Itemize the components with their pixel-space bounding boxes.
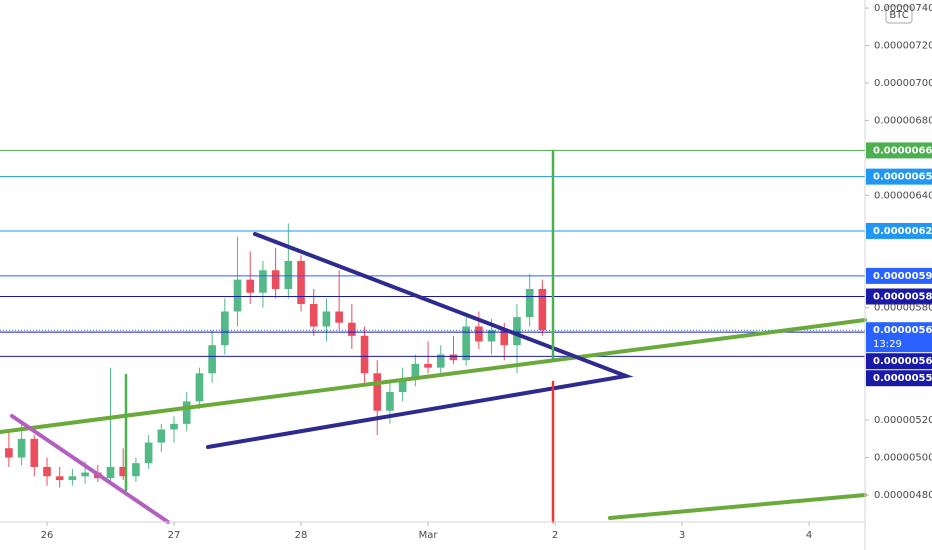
candle-body <box>259 270 267 293</box>
candle-body <box>513 317 521 346</box>
y-tick-label: 0.00000580 <box>874 303 932 314</box>
candle-body <box>538 289 547 331</box>
trend-line <box>608 493 867 520</box>
candle-body <box>386 392 394 411</box>
candle-body <box>30 438 39 467</box>
candle-body <box>360 335 369 374</box>
candle-body <box>271 270 280 290</box>
y-tick-label: 0.00000520 <box>874 415 932 426</box>
candle-body <box>195 373 204 402</box>
price-tag-label: 0.00000567 <box>873 356 932 367</box>
candle-body <box>284 260 293 290</box>
trend-line <box>0 318 867 434</box>
candle-body <box>119 466 128 477</box>
candle-body <box>233 279 242 312</box>
candle-body <box>182 401 191 424</box>
candle-body <box>500 330 509 346</box>
price-tag-label: 0.00000586 <box>873 291 932 302</box>
candle-body <box>348 322 356 336</box>
countdown: 13:29 <box>873 339 902 350</box>
x-tick-label: Mar <box>419 530 439 541</box>
candle-body <box>17 438 26 458</box>
candle-body <box>208 345 216 374</box>
candle-body <box>221 311 229 346</box>
candle-body <box>55 476 64 481</box>
candle-body <box>246 279 255 293</box>
candle-body <box>106 466 115 479</box>
candle-body <box>132 463 140 477</box>
candle-body <box>68 476 77 481</box>
candle-body <box>157 429 166 443</box>
price-tag <box>866 142 932 159</box>
y-tick-label: 0.00000700 <box>874 78 932 89</box>
y-tick-label: 0.00000720 <box>874 41 932 52</box>
candle-body <box>411 363 420 379</box>
y-tick-label: 0.00000480 <box>874 490 932 501</box>
candle-body <box>475 326 483 342</box>
price-tag-label: 0.00000621 <box>873 226 932 237</box>
candle-body <box>487 330 496 342</box>
y-tick-label: 0.00000500 <box>874 453 932 464</box>
price-tag <box>866 370 932 387</box>
candle-body <box>297 260 305 304</box>
y-tick-label: 0.00000680 <box>874 115 932 126</box>
x-tick-label: 4 <box>806 530 812 541</box>
x-tick-label: 2 <box>552 530 558 541</box>
candle-body <box>424 363 432 368</box>
x-tick-label: 27 <box>168 530 181 541</box>
candle-body <box>335 311 343 323</box>
candle-body <box>398 378 407 393</box>
price-tag <box>866 353 932 370</box>
trend-line <box>10 414 170 524</box>
y-tick-label: 0.00000740 <box>874 3 932 14</box>
y-tick-label: 0.00000640 <box>874 190 932 201</box>
price-tag-label: 0.00000554 <box>873 373 932 384</box>
candle-body <box>309 303 318 327</box>
price-tag-label: 0.00000568 <box>873 325 932 336</box>
x-tick-label: 3 <box>679 530 685 541</box>
x-tick-label: 26 <box>41 530 54 541</box>
candle-body <box>449 354 458 361</box>
candle-body <box>5 448 13 458</box>
price-tag-label: 0.00000597 <box>873 271 932 282</box>
triangle <box>206 232 634 449</box>
x-tick-label: 28 <box>295 530 308 541</box>
currency: BTC <box>889 10 908 21</box>
candle-body <box>43 466 51 477</box>
price-tag <box>866 267 932 284</box>
candle-body <box>436 354 445 368</box>
candle-body <box>462 326 470 361</box>
currency-badge[interactable] <box>885 5 913 24</box>
price-tag <box>866 288 932 305</box>
candle-body <box>373 373 382 411</box>
candle-body <box>81 472 89 477</box>
price-tag <box>866 222 932 239</box>
candle-body <box>144 442 153 464</box>
candle-body <box>525 289 534 318</box>
price-tag-label: 0.00000664 <box>873 145 932 156</box>
candle-body <box>170 423 178 430</box>
price-tag <box>866 322 932 353</box>
drawings <box>0 149 867 524</box>
price-tag <box>866 168 932 185</box>
candle-body <box>322 311 331 327</box>
plot-area <box>0 149 865 488</box>
